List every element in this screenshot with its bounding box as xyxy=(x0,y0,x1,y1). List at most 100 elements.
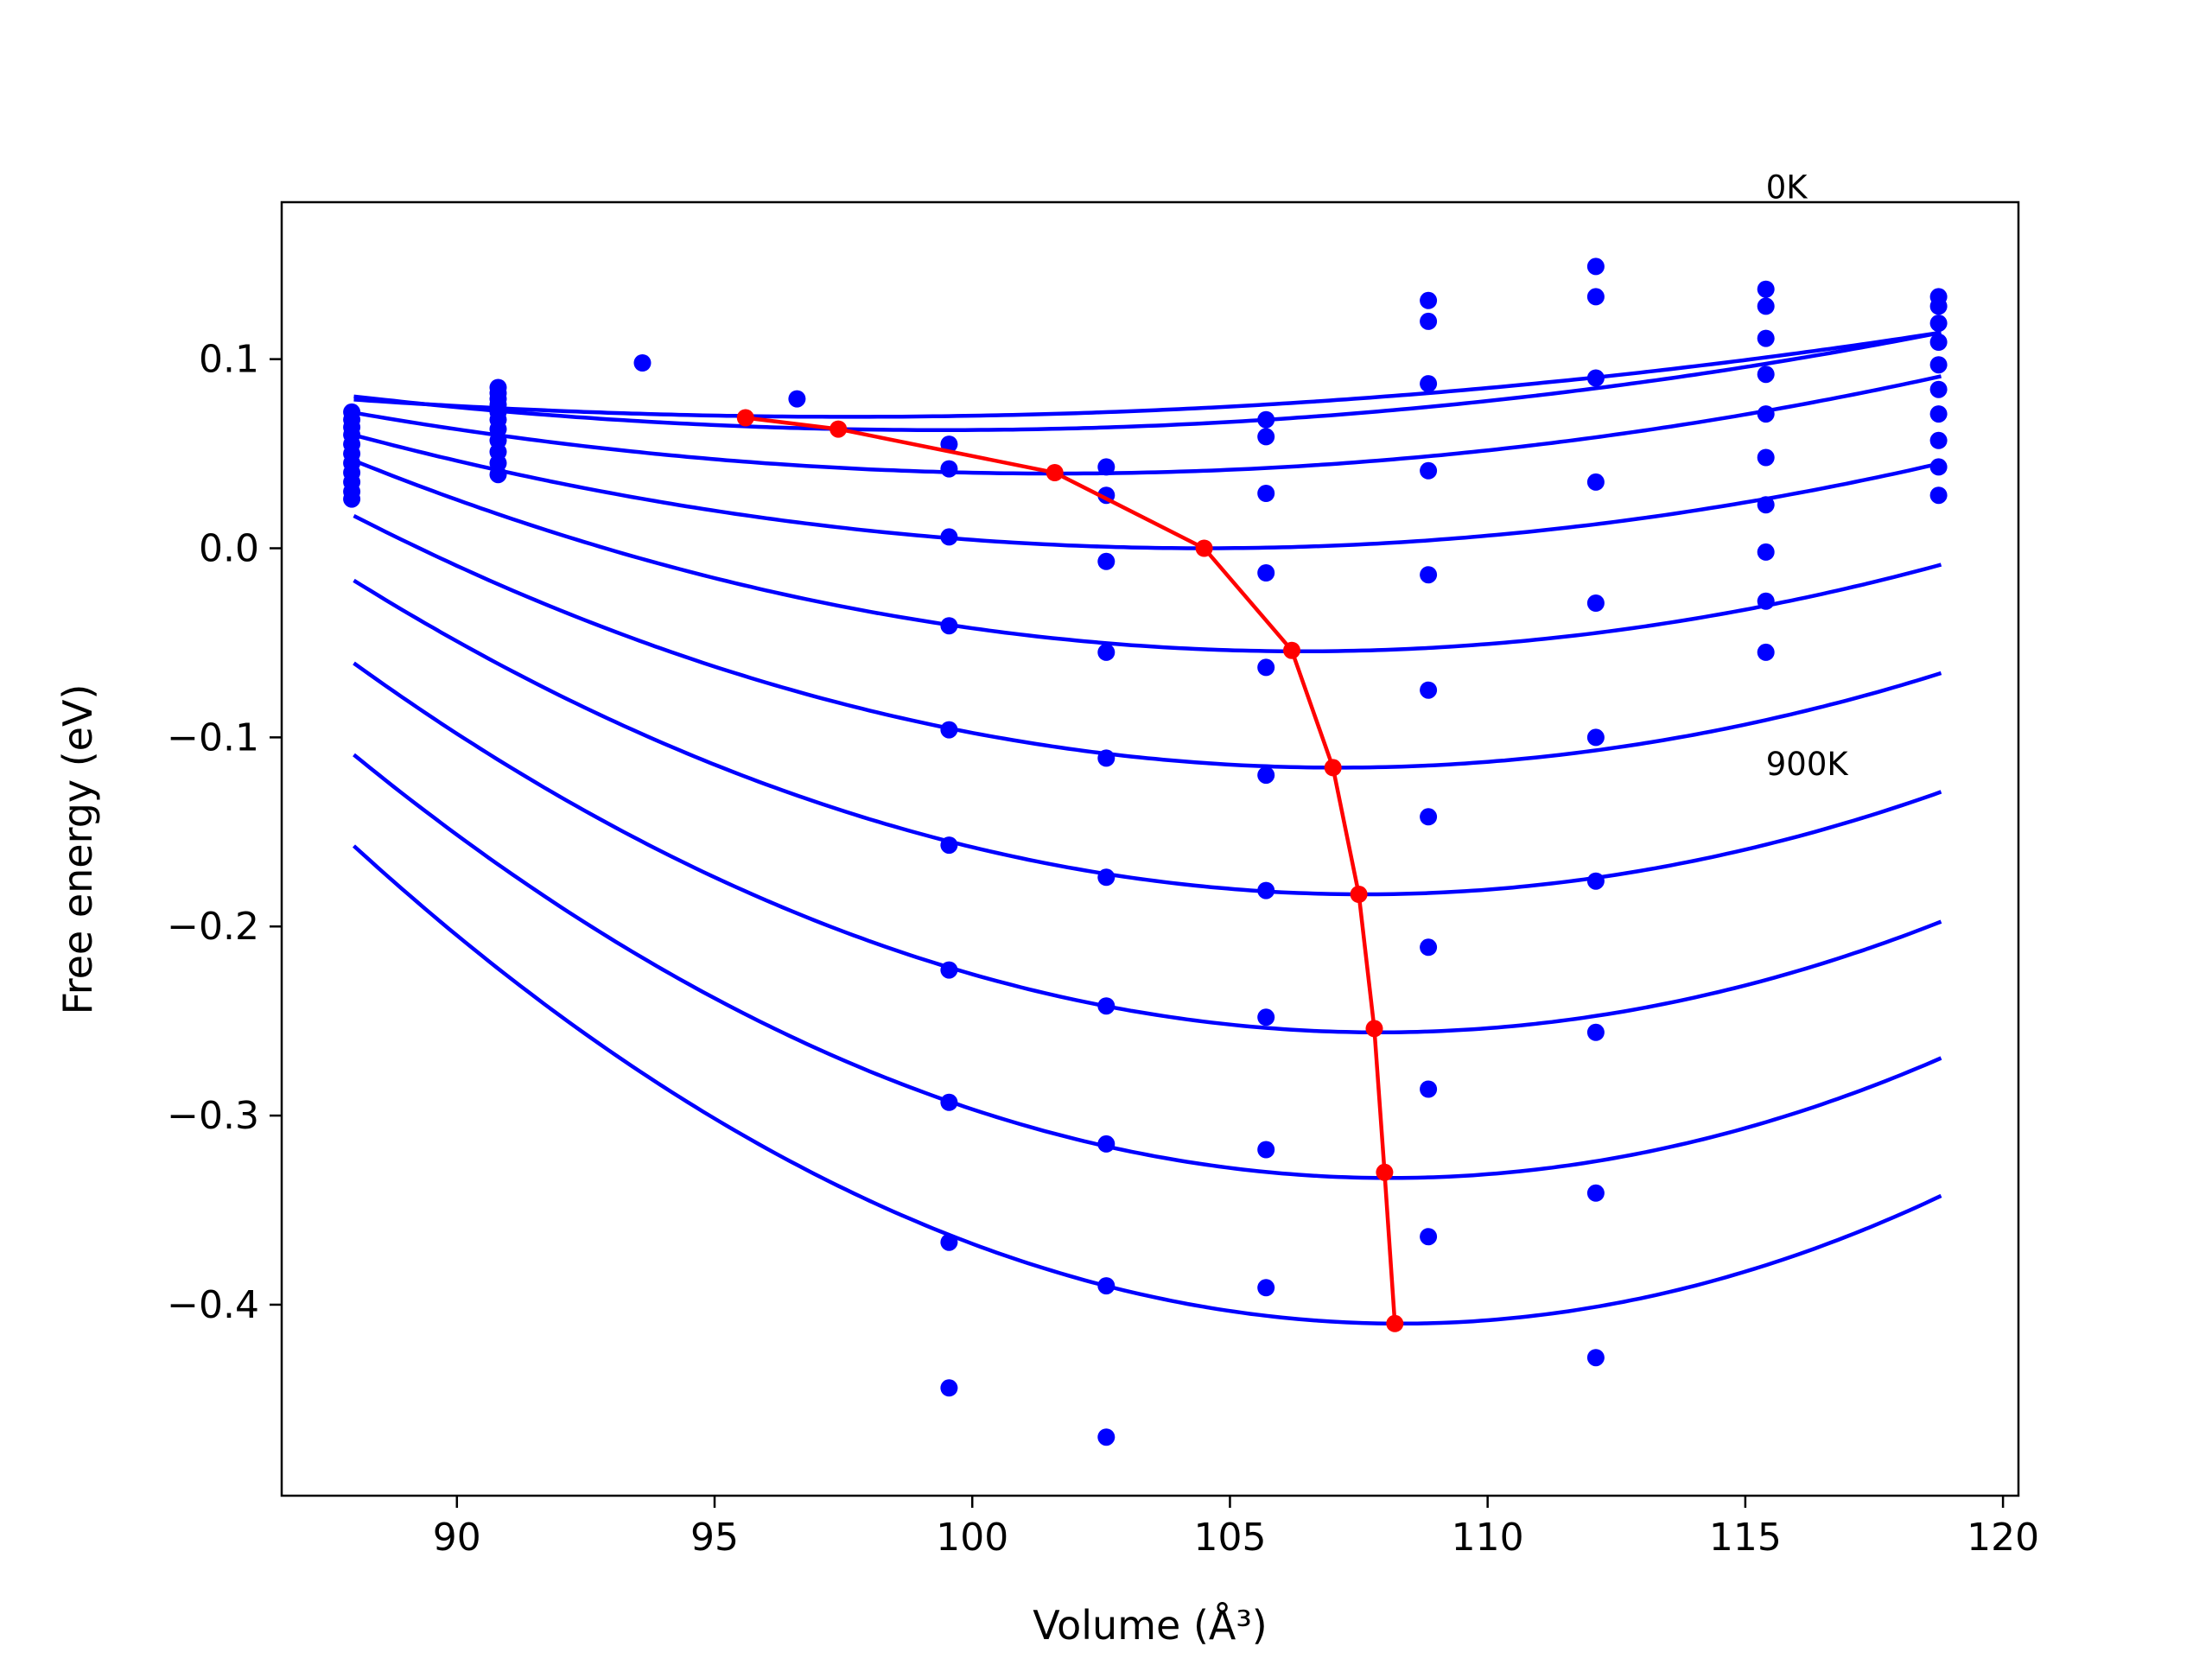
data-point xyxy=(1420,1080,1438,1098)
data-point xyxy=(633,354,652,372)
data-point xyxy=(1757,496,1775,514)
data-point xyxy=(940,617,958,635)
x-tick-label: 120 xyxy=(1967,1516,2039,1560)
data-point xyxy=(1586,1349,1605,1367)
data-point xyxy=(1586,872,1605,890)
fit-curve-1 xyxy=(353,330,1942,432)
data-point xyxy=(1257,564,1275,582)
data-point xyxy=(1420,566,1438,584)
equilibrium-point xyxy=(1283,641,1300,659)
data-point xyxy=(1586,473,1605,491)
fit-curve-5 xyxy=(353,513,1942,770)
y-tick-label: −0.4 xyxy=(167,1283,259,1327)
data-point xyxy=(1097,552,1116,570)
data-point xyxy=(1420,1228,1438,1246)
data-point xyxy=(1420,291,1438,309)
equilibrium-point xyxy=(1376,1163,1394,1181)
data-point xyxy=(1257,410,1275,429)
data-point xyxy=(940,528,958,546)
annotation-0: 0K xyxy=(1766,169,1809,207)
data-point xyxy=(940,836,958,855)
data-point xyxy=(1757,280,1775,298)
data-point xyxy=(1097,868,1116,887)
fit-curve-0 xyxy=(353,330,1942,419)
data-point xyxy=(1929,458,1948,476)
x-tick-label: 95 xyxy=(690,1516,739,1560)
data-point xyxy=(1257,1008,1275,1027)
data-point xyxy=(1586,369,1605,387)
data-point xyxy=(1929,380,1948,398)
x-axis-label: Volume (Å³) xyxy=(1033,1602,1268,1649)
data-point xyxy=(1257,1279,1275,1297)
x-tick-label: 115 xyxy=(1709,1516,1782,1560)
data-point xyxy=(1420,312,1438,330)
data-point xyxy=(1929,334,1948,351)
data-point xyxy=(1757,297,1775,315)
data-point xyxy=(1257,428,1275,446)
data-point xyxy=(1257,485,1275,502)
data-point xyxy=(940,961,958,979)
y-tick-label: −0.3 xyxy=(167,1094,259,1138)
data-point xyxy=(1257,658,1275,677)
y-axis: −0.4 −0.3 −0.2 −0.1 0.0 0.1 xyxy=(167,338,282,1327)
data-point xyxy=(940,460,958,478)
x-tick-label: 90 xyxy=(433,1516,481,1560)
fit-curves xyxy=(352,330,1942,1326)
equilibrium-point xyxy=(1386,1314,1404,1332)
equilibrium-point xyxy=(1195,539,1213,557)
data-point xyxy=(1420,681,1438,699)
y-tick-label: −0.1 xyxy=(167,715,259,760)
annotation-1: 900K xyxy=(1766,746,1850,783)
data-point xyxy=(489,466,507,484)
data-point xyxy=(1586,1023,1605,1041)
data-point xyxy=(1257,881,1275,899)
y-axis-label: Free energy (eV) xyxy=(54,684,101,1015)
data-point xyxy=(1097,1428,1116,1446)
data-point xyxy=(1929,431,1948,449)
fit-curve-6 xyxy=(353,578,1942,897)
fit-curve-8 xyxy=(353,753,1942,1180)
annotations: 0K 900K xyxy=(1766,169,1850,784)
data-point xyxy=(343,490,361,508)
data-point xyxy=(1929,315,1948,333)
fit-curve-2 xyxy=(353,374,1942,476)
data-point xyxy=(1757,543,1775,561)
data-point xyxy=(1757,448,1775,467)
data-point xyxy=(1757,365,1775,384)
data-point xyxy=(1929,297,1948,315)
x-axis: 90 95 100 105 110 115 120 xyxy=(433,1496,2039,1560)
equilibrium-point xyxy=(1365,1020,1383,1038)
data-point xyxy=(1257,766,1275,785)
data-point xyxy=(1420,375,1438,393)
data-point xyxy=(788,390,806,408)
data-point xyxy=(1586,1184,1605,1202)
data-point xyxy=(940,1233,958,1251)
equilibrium-point xyxy=(1046,464,1064,481)
y-tick-label: 0.1 xyxy=(199,338,259,382)
data-point xyxy=(1420,808,1438,826)
equilibrium-path xyxy=(745,416,1397,1324)
data-point xyxy=(1097,458,1116,476)
data-point xyxy=(940,721,958,739)
plot-frame xyxy=(280,200,2020,1497)
fit-curve-3 xyxy=(353,433,1942,550)
data-point xyxy=(1586,594,1605,612)
x-tick-label: 100 xyxy=(936,1516,1008,1560)
data-point xyxy=(1929,405,1948,423)
y-tick-label: −0.2 xyxy=(167,905,259,949)
data-point xyxy=(1097,997,1116,1015)
data-point xyxy=(1097,1277,1116,1295)
data-point xyxy=(1757,329,1775,347)
data-point xyxy=(1586,288,1605,306)
data-point xyxy=(1929,486,1948,505)
x-tick-label: 110 xyxy=(1452,1516,1524,1560)
data-point xyxy=(1257,1141,1275,1159)
data-point xyxy=(1757,405,1775,423)
data-point xyxy=(1586,728,1605,747)
data-point xyxy=(1420,461,1438,480)
equilibrium-point xyxy=(1324,759,1342,777)
fit-curve-4 xyxy=(353,458,1942,654)
data-point xyxy=(1586,257,1605,276)
data-point xyxy=(1757,592,1775,610)
